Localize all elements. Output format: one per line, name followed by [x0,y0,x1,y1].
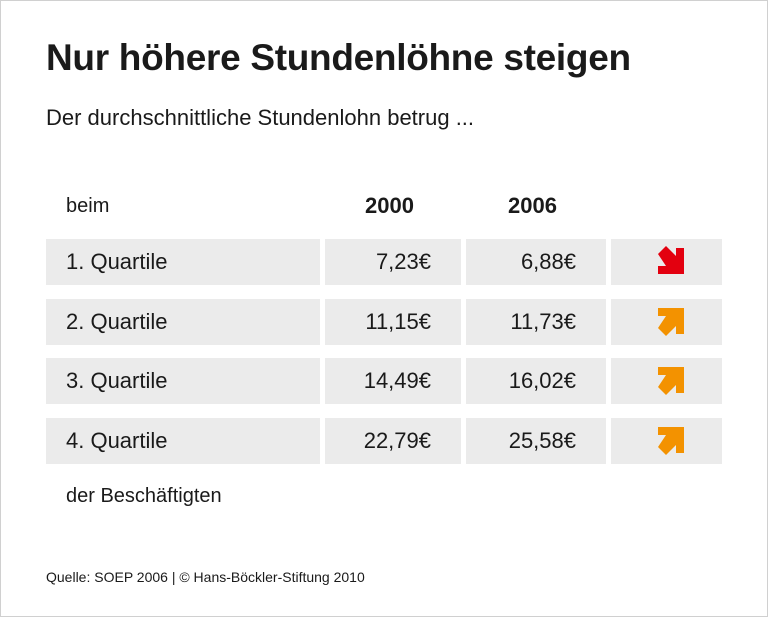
row-label: 3. Quartile [46,358,320,404]
value-2006: 25,58€ [466,418,606,464]
row-label: 4. Quartile [46,418,320,464]
arrow-up-right-icon [658,427,684,455]
value-2000: 14,49€ [325,358,461,404]
trend-cell [611,358,722,404]
column-header-2006: 2006 [508,193,557,218]
arrow-down-right-icon [658,246,684,274]
column-header-2000: 2000 [365,193,414,218]
arrow-up-right-icon [658,367,684,395]
source-note: Quelle: SOEP 2006 | © Hans-Böckler-Stift… [46,569,365,585]
value-2000: 22,79€ [325,418,461,464]
value-2006: 11,73€ [466,299,606,345]
trend-cell [611,418,722,464]
value-2006: 6,88€ [466,239,606,285]
page-title: Nur höhere Stundenlöhne steigen [46,37,631,78]
trend-cell [611,299,722,345]
value-2000: 11,15€ [325,299,461,345]
value-2006: 16,02€ [466,358,606,404]
arrow-up-right-icon [658,308,684,336]
footer-text: der Beschäftigten [66,485,222,507]
subtitle: Der durchschnittliche Stundenlohn betrug… [46,105,475,130]
trend-cell [611,239,722,285]
row-label: 1. Quartile [46,239,320,285]
row-label: 2. Quartile [46,299,320,345]
column-header-label: beim [66,195,110,217]
value-2000: 7,23€ [325,239,461,285]
